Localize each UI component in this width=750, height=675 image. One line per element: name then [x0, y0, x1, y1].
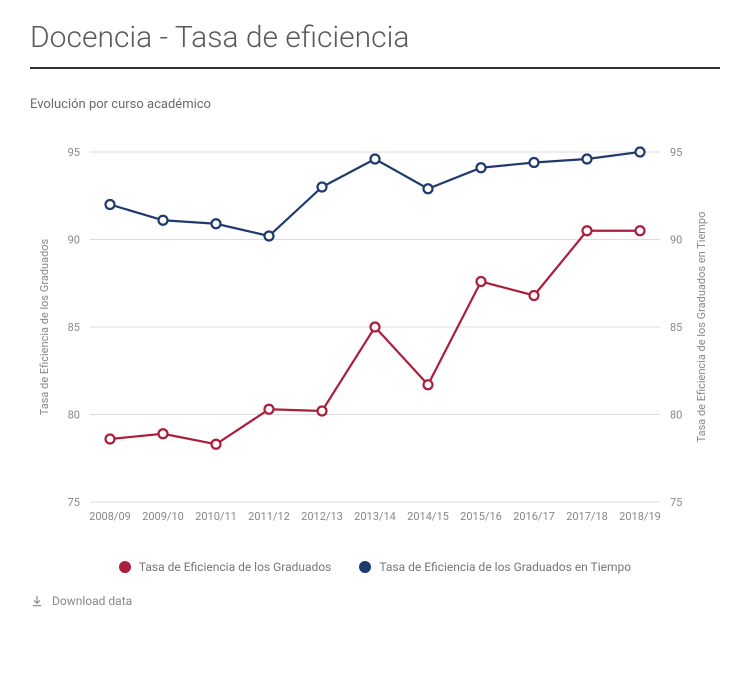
- series-marker-graduados_tiempo: [318, 183, 327, 192]
- series-marker-graduados_tiempo: [159, 216, 168, 225]
- series-marker-graduados: [583, 226, 592, 235]
- download-label: Download data: [52, 594, 132, 608]
- series-marker-graduados_tiempo: [530, 158, 539, 167]
- series-marker-graduados_tiempo: [371, 155, 380, 164]
- x-tick: 2018/19: [619, 510, 661, 523]
- series-marker-graduados: [636, 226, 645, 235]
- series-marker-graduados: [371, 323, 380, 332]
- y-left-tick: 95: [68, 146, 80, 159]
- x-tick: 2016/17: [513, 510, 555, 523]
- legend-dot: [119, 561, 131, 573]
- series-line-graduados_tiempo: [110, 152, 640, 236]
- y-right-tick: 90: [670, 234, 682, 247]
- series-marker-graduados: [159, 429, 168, 438]
- y-left-tick: 85: [68, 321, 80, 334]
- legend-item: Tasa de Eficiencia de los Graduados: [119, 560, 331, 574]
- series-marker-graduados: [424, 380, 433, 389]
- series-marker-graduados_tiempo: [477, 163, 486, 172]
- y-right-tick: 75: [670, 496, 682, 509]
- y-right-tick: 80: [670, 409, 682, 422]
- series-marker-graduados_tiempo: [106, 200, 115, 209]
- series-marker-graduados: [106, 435, 115, 444]
- y-right-tick: 95: [670, 146, 682, 159]
- series-marker-graduados: [530, 291, 539, 300]
- y-left-tick: 80: [68, 409, 80, 422]
- y-left-axis-label: Tasa de Eficiencia de los Graduados: [38, 238, 51, 415]
- series-marker-graduados: [265, 405, 274, 414]
- series-line-graduados: [110, 231, 640, 445]
- series-marker-graduados_tiempo: [265, 232, 274, 241]
- series-marker-graduados: [318, 407, 327, 416]
- download-data-link[interactable]: Download data: [30, 594, 720, 608]
- series-marker-graduados_tiempo: [212, 219, 221, 228]
- x-tick: 2010/11: [195, 510, 237, 523]
- x-tick: 2012/13: [301, 510, 343, 523]
- x-tick: 2008/09: [89, 510, 131, 523]
- series-marker-graduados: [212, 440, 221, 449]
- legend-label: Tasa de Eficiencia de los Graduados: [139, 560, 331, 574]
- y-right-tick: 85: [670, 321, 682, 334]
- series-marker-graduados_tiempo: [424, 184, 433, 193]
- x-tick: 2017/18: [566, 510, 608, 523]
- series-marker-graduados_tiempo: [583, 155, 592, 164]
- download-icon: [30, 594, 44, 608]
- x-tick: 2011/12: [248, 510, 290, 523]
- x-tick: 2009/10: [142, 510, 184, 523]
- efficiency-chart: 75 75 80 80 85 85 90 90 95 95 2008/09 2009/10 2010/1…: [30, 132, 720, 542]
- legend-item: Tasa de Eficiencia de los Graduados en T…: [359, 560, 631, 574]
- y-right-axis-label: Tasa de Eficiencia de los Graduados en T…: [695, 212, 708, 443]
- x-tick: 2015/16: [460, 510, 502, 523]
- x-tick: 2014/15: [407, 510, 449, 523]
- series-marker-graduados: [477, 277, 486, 286]
- y-left-tick: 75: [68, 496, 80, 509]
- page-title: Docencia - Tasa de eficiencia: [30, 20, 720, 69]
- x-tick: 2013/14: [354, 510, 396, 523]
- legend-label: Tasa de Eficiencia de los Graduados en T…: [379, 560, 631, 574]
- legend-dot: [359, 561, 371, 573]
- chart-svg: 75 75 80 80 85 85 90 90 95 95 2008/09 2009/10 2010/1…: [30, 132, 720, 542]
- chart-legend: Tasa de Eficiencia de los Graduados Tasa …: [30, 560, 720, 574]
- y-left-tick: 90: [68, 234, 80, 247]
- series-marker-graduados_tiempo: [636, 148, 645, 157]
- chart-subtitle: Evolución por curso académico: [30, 97, 720, 112]
